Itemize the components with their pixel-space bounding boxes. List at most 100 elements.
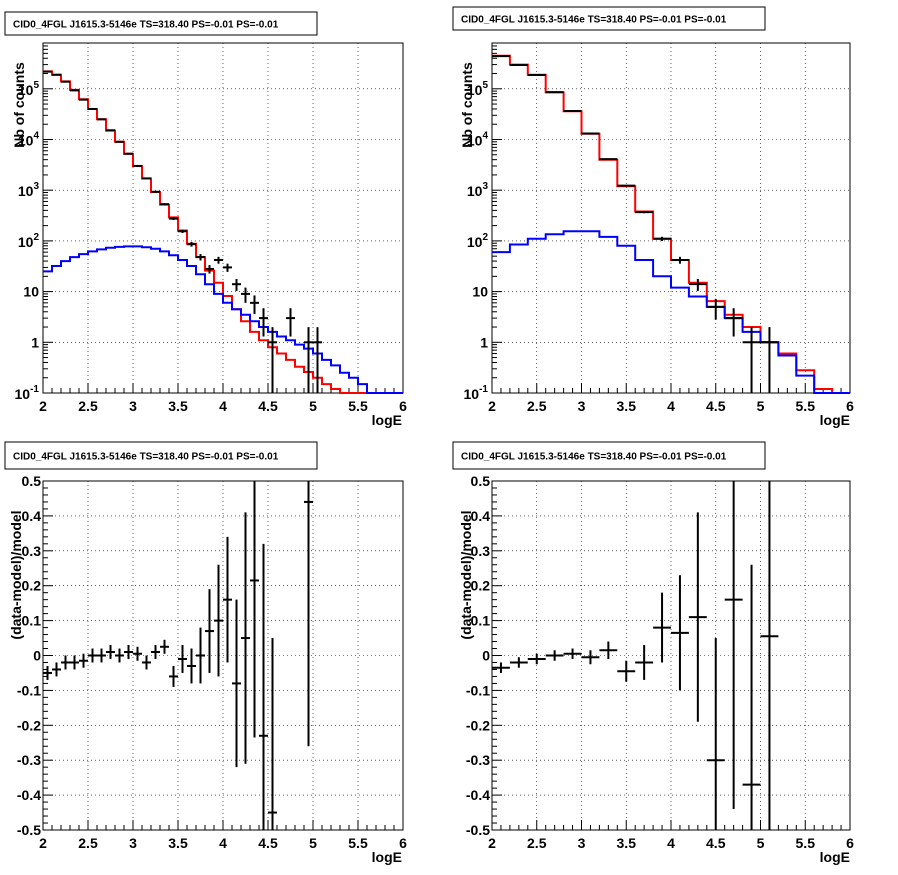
y-tick-label: 103 [18,181,40,199]
y-tick-exponent: 2 [33,232,39,243]
x-tick-label: 3 [129,835,137,851]
x-tick-label: 4.5 [258,398,278,414]
x-tick-label: 2.5 [78,398,98,414]
y-tick-label: 0 [33,648,41,664]
chart-title: CID0_4FGL J1615.3-5146e TS=318.40 PS=-0.… [13,20,279,31]
data-point [742,564,761,830]
chart-title: CID0_4FGL J1615.3-5146e TS=318.40 PS=-0.… [461,15,727,26]
y-axis-label: (data-model)/model [8,510,24,639]
x-tick-label: 3 [578,835,586,851]
data-point [142,177,151,180]
data-point [268,638,277,830]
data-point [205,589,214,673]
y-tick-exponent: 4 [33,130,39,141]
y-tick-exponent: -1 [30,384,39,395]
data-point [178,229,187,234]
data-point [653,236,671,242]
x-tick-label: 4.5 [706,398,726,414]
chart-title-box [4,441,318,470]
data-point [70,655,79,670]
data-point [196,627,205,684]
data-point [724,308,743,337]
x-tick-label: 3 [578,398,586,414]
data-point [61,655,70,670]
y-tick-label: -0.4 [466,787,490,803]
x-tick-label: 6 [399,835,407,851]
data-point [169,665,178,687]
y-tick-label: 0 [482,648,490,664]
x-tick-label: 5 [309,398,317,414]
chart-panel-1: CID0_4FGL J1615.3-5146e TS=318.40 PS=-0.… [4,11,407,428]
data-point [527,653,546,665]
y-tick-label: -0.3 [466,752,490,768]
data-point [187,242,196,247]
y-tick-label: -0.4 [17,787,41,803]
y-tick-label: 105 [18,80,40,98]
y-tick-label: 105 [467,80,489,98]
data-point [742,327,761,393]
data-point [599,158,618,161]
data-point [223,536,232,663]
y-tick-base: 10 [18,82,34,98]
data-point [286,308,295,337]
data-point [115,648,124,663]
chart-title-box [4,11,318,36]
y-tick-label: 10-1 [464,384,489,402]
data-point [196,254,205,261]
series-line-2 [492,230,850,394]
x-tick-label: 2 [488,835,496,851]
data-point [169,217,178,221]
y-tick-label: 103 [467,181,489,199]
x-tick-label: 3.5 [617,398,637,414]
y-tick-label: 102 [18,232,40,250]
data-point [106,645,115,659]
y-axis-label: Nb of counts [11,62,27,148]
y-tick-base: 10 [18,183,34,199]
y-tick-label: -0.2 [466,717,490,733]
y-tick-base: 10 [467,183,483,199]
data-point [259,308,268,337]
y-tick-base: 10 [464,386,480,402]
data-point [232,599,241,768]
x-tick-label: 5.5 [348,835,368,851]
x-tick-label: 2 [39,398,47,414]
data-point [706,298,725,320]
x-tick-label: 4 [667,398,675,414]
data-point [151,190,160,193]
data-point [52,662,61,677]
data-point [259,543,268,830]
x-tick-label: 5 [309,835,317,851]
y-tick-label: 0.4 [471,508,491,524]
x-tick-label: 4 [667,835,675,851]
y-tick-exponent: 2 [482,232,488,243]
data-point [545,650,564,661]
y-tick-label: 104 [467,130,489,148]
x-tick-label: 5.5 [348,398,368,414]
data-point [232,279,241,291]
data-point [241,512,250,764]
x-tick-label: 4 [219,398,227,414]
data-point [509,657,528,668]
data-point [653,592,671,663]
y-tick-label: 104 [18,130,40,148]
y-tick-label: 102 [467,232,489,250]
data-point [304,327,313,393]
chart-panel-4: CID0_4FGL J1615.3-5146e TS=318.40 PS=-0.… [452,441,854,865]
x-tick-label: 6 [399,398,407,414]
y-tick-exponent: 3 [33,181,39,192]
data-point [124,152,133,155]
data-point [160,203,169,206]
chart-title-box [452,441,766,470]
y-tick-base: 10 [18,132,34,148]
series-line-2 [43,245,403,394]
x-tick-label: 3.5 [617,835,637,851]
y-tick-label: 10 [472,284,488,300]
x-tick-label: 5.5 [796,398,816,414]
data-point [241,287,250,303]
x-tick-label: 3.5 [168,398,188,414]
y-tick-label: -0.3 [17,752,41,768]
chart-panel-2: CID0_4FGL J1615.3-5146e TS=318.40 PS=-0.… [452,6,854,428]
y-tick-exponent: 4 [482,130,488,141]
data-point [88,648,97,663]
